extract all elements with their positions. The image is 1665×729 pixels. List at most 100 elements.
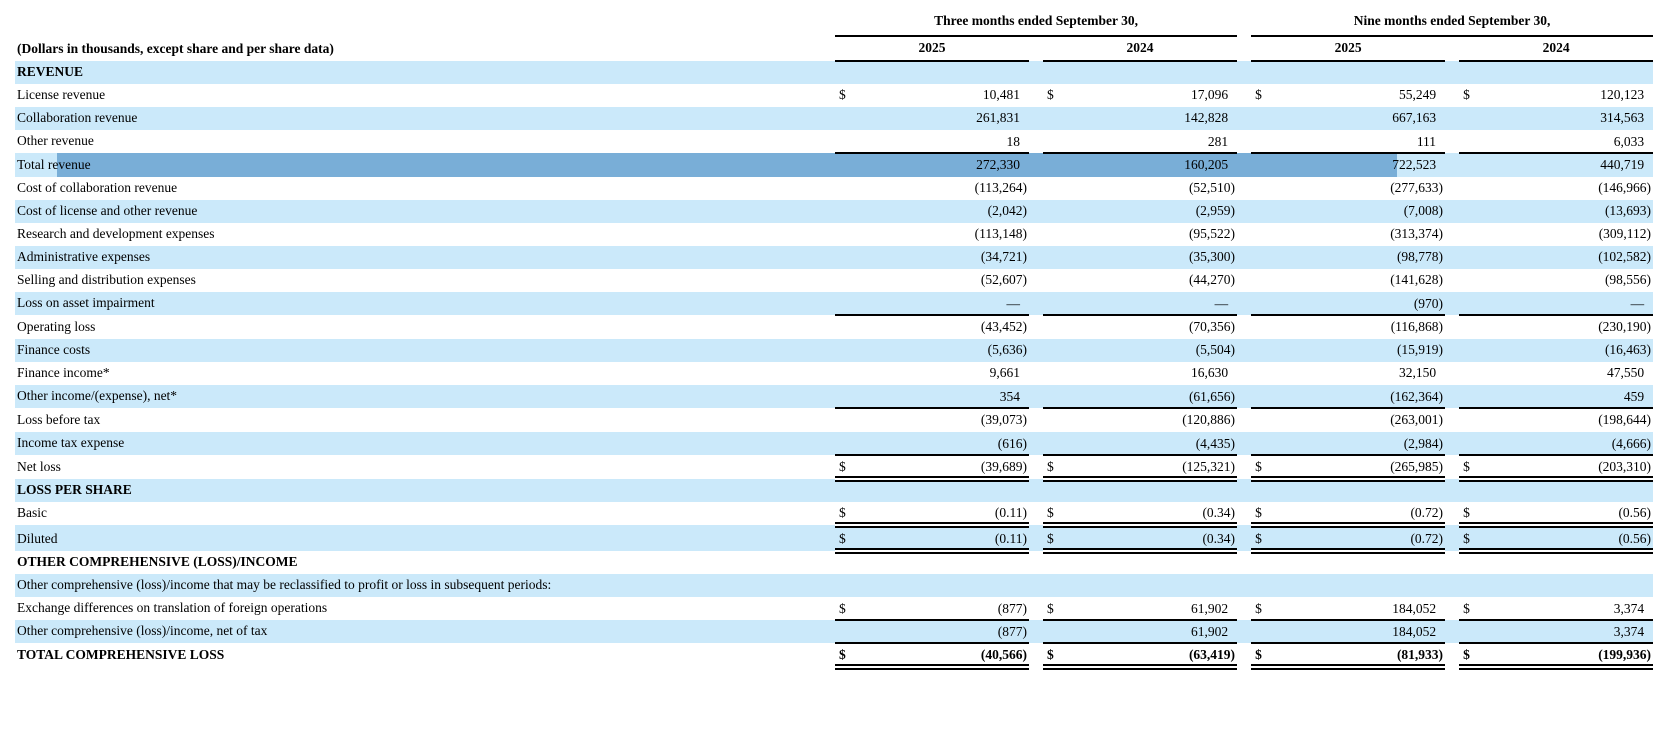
column-gap xyxy=(1445,551,1459,574)
column-gap xyxy=(1237,200,1252,223)
column-gap xyxy=(1237,61,1252,84)
dollar-cell: $ xyxy=(835,455,857,482)
value-cell: (16,463) xyxy=(1481,339,1654,362)
value-cell: (44,270) xyxy=(1188,272,1236,287)
dollar-cell xyxy=(1459,130,1482,154)
column-gap xyxy=(1029,292,1043,315)
dollar-cell xyxy=(1459,385,1482,409)
table-row: Administrative expenses (34,721) (35,300) (… xyxy=(15,246,1654,269)
table-row: Diluted $ (0.11) $ (0.34) $ (0.72) $ (0.56) xyxy=(15,525,1654,554)
column-gap xyxy=(1029,362,1043,385)
dollar-cell xyxy=(1459,408,1481,432)
period-header-row: Three months ended September 30, Nine mo… xyxy=(15,10,1654,37)
dollar-cell xyxy=(1043,61,1065,84)
table-row: Finance income* 9,661 16,630 32,150 47,550 xyxy=(15,362,1653,385)
spacer-cell xyxy=(15,10,835,36)
dollar-cell xyxy=(1459,107,1482,130)
value-cell: (263,001) xyxy=(1390,412,1444,427)
dollar-cell xyxy=(835,153,857,177)
dollar-cell: $ xyxy=(1251,597,1274,621)
column-gap xyxy=(1237,525,1252,551)
dollar-cell xyxy=(1043,200,1065,223)
value-cell xyxy=(1481,479,1654,502)
dollar-cell xyxy=(1043,292,1065,316)
value-cell: (877) xyxy=(857,620,1029,644)
dollar-cell: $ xyxy=(835,643,857,670)
column-gap xyxy=(1445,574,1460,597)
dollar-cell: $ xyxy=(1459,597,1482,621)
row-label: Finance income* xyxy=(17,365,110,380)
year-header: 2024 xyxy=(1043,36,1238,62)
dollar-cell xyxy=(1043,432,1065,456)
dollar-cell: $ xyxy=(1459,455,1482,482)
column-gap xyxy=(1237,130,1251,153)
table-row: Collaboration revenue 261,831 142,828 667,1… xyxy=(15,107,1654,130)
value-cell: 667,163 xyxy=(1273,107,1446,130)
value-cell: (0.11) xyxy=(857,525,1029,554)
value-cell: 6,033 xyxy=(1481,130,1654,154)
dollar-cell: $ xyxy=(1043,525,1065,554)
dollar-cell xyxy=(1043,269,1065,292)
table-row: Total revenue 272,330 160,205 722,523 440,71… xyxy=(15,153,1654,177)
row-label: Loss before tax xyxy=(17,412,101,427)
dollar-cell xyxy=(1251,177,1273,200)
table-row: Other income/(expense), net* 354 (61,656) (… xyxy=(15,385,1654,409)
column-gap xyxy=(1445,432,1460,455)
dollar-cell xyxy=(1043,223,1065,246)
dollar-cell xyxy=(1043,107,1065,130)
value-cell: 55,249 xyxy=(1398,87,1437,102)
dollar-cell xyxy=(1043,153,1065,177)
column-gap xyxy=(1237,269,1251,292)
value-cell: (4,435) xyxy=(1065,432,1238,456)
value-cell: (34,721) xyxy=(857,246,1029,269)
value-cell: 354 xyxy=(857,385,1029,409)
column-gap xyxy=(1237,479,1252,502)
dollar-cell: $ xyxy=(835,502,857,528)
value-cell: 61,902 xyxy=(1065,620,1238,644)
row-label: Other income/(expense), net* xyxy=(15,385,835,408)
column-gap xyxy=(1029,36,1043,61)
dollar-cell xyxy=(1043,339,1065,362)
dollar-cell: $ xyxy=(1251,643,1274,670)
section-label: REVENUE xyxy=(15,61,835,84)
row-label: Total revenue xyxy=(15,153,835,177)
value-cell: (43,452) xyxy=(980,319,1027,334)
year-header: 2025 xyxy=(835,36,1029,62)
column-gap xyxy=(1237,597,1251,620)
dollar-cell xyxy=(1251,479,1274,502)
value-cell: (313,374) xyxy=(1390,226,1444,241)
table-row: License revenue $10,481 $17,096 $55,249 $120… xyxy=(15,84,1653,107)
column-gap xyxy=(1237,223,1251,246)
dollar-cell xyxy=(1043,408,1065,432)
value-cell: 32,150 xyxy=(1398,365,1437,380)
value-cell: (5,636) xyxy=(857,339,1029,362)
column-gap xyxy=(1445,597,1459,620)
value-cell: (52,510) xyxy=(1188,180,1236,195)
dollar-cell xyxy=(1251,292,1274,316)
dollar-cell xyxy=(1251,551,1273,574)
column-gap xyxy=(1445,525,1460,551)
dollar-cell xyxy=(1459,223,1481,246)
column-gap xyxy=(1029,525,1043,551)
dollar-cell xyxy=(835,432,857,456)
value-cell: (0.72) xyxy=(1273,502,1446,528)
units-note: (Dollars in thousands, except share and … xyxy=(17,41,334,56)
column-gap xyxy=(1029,315,1043,339)
column-gap xyxy=(1029,432,1043,455)
row-label: Research and development expenses xyxy=(17,226,215,241)
dollar-cell xyxy=(1251,200,1274,223)
value-cell: (162,364) xyxy=(1273,385,1446,409)
value-cell: (4,666) xyxy=(1481,432,1654,456)
dollar-cell xyxy=(1459,551,1481,574)
dollar-cell: $ xyxy=(835,597,857,621)
table-row: Loss before tax (39,073) (120,886) (263,001… xyxy=(15,408,1653,432)
row-label: TOTAL COMPREHENSIVE LOSS xyxy=(17,647,225,662)
value-cell: (970) xyxy=(1273,292,1446,316)
dollar-cell xyxy=(1251,385,1274,409)
year-header: 2024 xyxy=(1459,36,1654,62)
dollar-cell xyxy=(1043,620,1065,644)
dollar-cell: $ xyxy=(1463,87,1470,102)
table-row: Other comprehensive (loss)/income that m… xyxy=(15,574,1654,597)
row-label: Collaboration revenue xyxy=(15,107,835,130)
column-gap xyxy=(1237,339,1252,362)
